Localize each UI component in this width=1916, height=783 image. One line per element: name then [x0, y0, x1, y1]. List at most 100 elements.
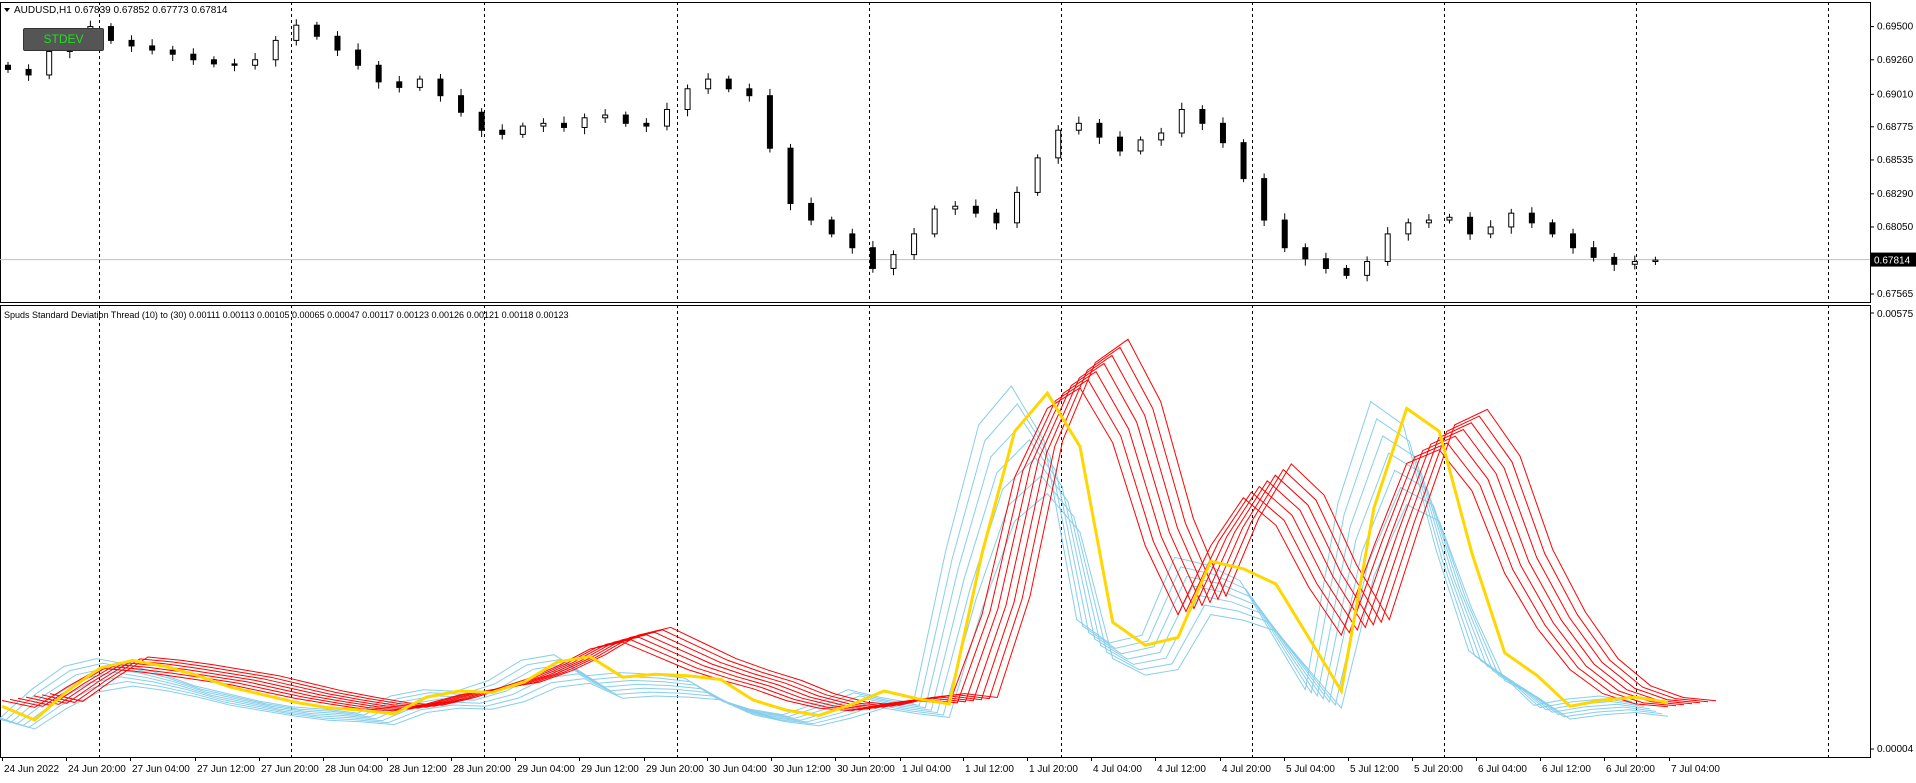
candle-body	[1590, 247, 1597, 258]
candle-body	[499, 129, 506, 135]
candle-body	[1384, 233, 1391, 263]
candle-body	[1570, 233, 1577, 249]
time-axis-label: 6 Jul 04:00	[1478, 764, 1527, 775]
time-axis-label: 24 Jun 20:00	[68, 764, 126, 775]
candle-body	[1631, 261, 1638, 265]
price-axis-label: 0.68290	[1877, 189, 1914, 200]
time-axis-label: 4 Jul 04:00	[1093, 764, 1142, 775]
time-axis-label: 30 Jun 20:00	[837, 764, 895, 775]
candle-body	[561, 122, 567, 128]
thread-fast-line	[0, 474, 1663, 728]
candle-body	[252, 59, 259, 66]
candle-body	[663, 109, 670, 127]
candle-body	[1219, 122, 1226, 144]
candle-body	[1281, 219, 1288, 249]
candle-body	[1261, 178, 1268, 221]
time-axis-label: 1 Jul 04:00	[902, 764, 951, 775]
candle-body	[437, 78, 444, 97]
candle-body	[1425, 219, 1432, 224]
time-axis-label: 5 Jul 04:00	[1286, 764, 1335, 775]
current-price-tag	[1871, 252, 1916, 267]
thread-slow-line	[25, 362, 1693, 709]
price-axis-label: 0.69500	[1877, 22, 1914, 33]
stdev-button[interactable]: STDEV	[23, 28, 104, 51]
candle-body	[1158, 132, 1165, 141]
candle-body	[1199, 109, 1206, 124]
price-axis-label: 0.68775	[1877, 122, 1914, 133]
candle-body	[1343, 267, 1350, 276]
candle-body	[808, 202, 815, 221]
candle-body	[107, 26, 114, 41]
candle-body	[1611, 256, 1618, 265]
thread-slow-line	[33, 354, 1701, 708]
price-axis-label: 0.69010	[1877, 89, 1914, 100]
candle-body	[231, 63, 238, 66]
candle-body	[1055, 129, 1062, 159]
time-axis-label: 1 Jul 12:00	[965, 764, 1014, 775]
candle-body	[1364, 261, 1371, 276]
thread-slow-line	[17, 370, 1685, 710]
candle-body	[746, 88, 753, 97]
candle-body	[1240, 142, 1247, 180]
candle-body	[911, 233, 918, 256]
candle-body	[190, 53, 197, 61]
candle-body	[293, 24, 300, 41]
candle-body	[993, 212, 1000, 224]
time-axis-label: 27 Jun 20:00	[261, 764, 319, 775]
candle-body	[375, 64, 382, 83]
indicator-axis-max: 0.00575	[1877, 309, 1914, 320]
price-axis-label: 0.68535	[1877, 155, 1914, 166]
candle-body	[1034, 157, 1041, 193]
time-axis-label: 28 Jun 12:00	[389, 764, 447, 775]
candle-body	[725, 78, 732, 90]
candle-body	[1467, 216, 1474, 235]
candle-body	[1178, 109, 1185, 134]
price-panel-title: AUDUSD,H1 0.67839 0.67852 0.67773 0.6781…	[14, 5, 228, 16]
price-panel	[0, 2, 1871, 303]
candle-body	[1528, 212, 1535, 224]
time-axis-label: 24 Jun 2022	[4, 764, 59, 775]
candle-body	[540, 122, 547, 127]
candle-body	[622, 114, 629, 124]
indicator-panel	[0, 305, 1871, 758]
candle-body	[313, 24, 320, 37]
current-price-label: 0.67814	[1874, 256, 1911, 267]
candle-body	[5, 64, 11, 70]
candle-body	[1652, 259, 1659, 263]
thread-slow-line	[49, 338, 1717, 706]
time-axis-label: 6 Jul 20:00	[1606, 764, 1655, 775]
candle-body	[210, 59, 217, 65]
time-axis-label: 1 Jul 20:00	[1029, 764, 1078, 775]
candle-body	[602, 114, 609, 119]
candle-body	[458, 95, 465, 113]
time-axis-label: 27 Jun 04:00	[132, 764, 190, 775]
candle-body	[705, 78, 712, 90]
candle-body	[169, 49, 176, 55]
indicator-panel-title: Spuds Standard Deviation Thread (10) to …	[4, 310, 568, 320]
candle-body	[869, 247, 876, 269]
candle-body	[1508, 212, 1515, 228]
candle-body	[890, 254, 897, 269]
candle-body	[1096, 122, 1103, 138]
candle-body	[416, 78, 423, 88]
price-axis-label: 0.67565	[1877, 289, 1914, 300]
candle-body	[478, 111, 485, 131]
candle-body	[1137, 139, 1144, 152]
candle-body	[1117, 136, 1123, 152]
candle-body	[272, 39, 279, 61]
time-axis-label: 27 Jun 12:00	[197, 764, 255, 775]
candle-body	[334, 35, 341, 51]
price-axis-label: 0.69260	[1877, 55, 1914, 66]
thread-slow-line	[9, 378, 1677, 711]
indicator-axis-min: 0.00004	[1877, 744, 1914, 755]
candle-body	[149, 45, 156, 51]
candle-body	[581, 117, 588, 128]
time-axis-label: 29 Jun 20:00	[646, 764, 704, 775]
candle-body	[1405, 222, 1412, 235]
candle-body	[931, 208, 938, 235]
time-axis-label: 30 Jun 04:00	[709, 764, 767, 775]
time-axis-label: 5 Jul 20:00	[1414, 764, 1463, 775]
time-axis-label: 4 Jul 20:00	[1222, 764, 1271, 775]
